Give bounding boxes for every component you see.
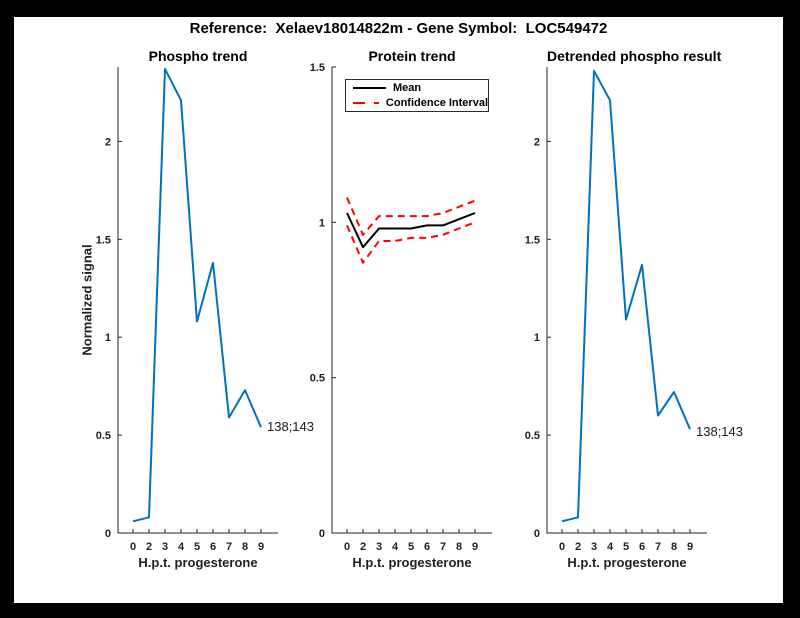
x-tick-label: 3 bbox=[591, 541, 597, 553]
y-tick-label: 1.5 bbox=[96, 234, 111, 246]
y-tick-label: 0 bbox=[319, 528, 325, 540]
x-tick-label: 9 bbox=[687, 541, 693, 553]
x-tick-label: 3 bbox=[376, 541, 382, 553]
y-tick-label: 0 bbox=[534, 528, 540, 540]
subplot-2-title: Protein trend bbox=[368, 48, 456, 64]
y-tick-label: 0 bbox=[105, 528, 111, 540]
x-tick-label: 5 bbox=[623, 541, 629, 553]
series-ci-upper bbox=[346, 197, 476, 236]
mean-line-sample-icon bbox=[353, 87, 386, 89]
y-tick-label: 1 bbox=[534, 332, 540, 344]
x-tick-label: 0 bbox=[559, 541, 565, 553]
series-ci-lower bbox=[346, 221, 476, 264]
legend-entry-confidence-interval: Confidence Interval bbox=[353, 97, 488, 109]
figure-canvas bbox=[14, 17, 783, 603]
y-tick-label: 1.5 bbox=[310, 62, 325, 74]
x-tick-label: 8 bbox=[242, 541, 248, 553]
legend-entry-mean: Mean bbox=[353, 82, 488, 94]
ci-dashed-line-sample-icon bbox=[353, 102, 379, 104]
x-tick-label: 4 bbox=[607, 541, 614, 553]
x-tick-label: 4 bbox=[392, 541, 399, 553]
y-axis-label: Normalized signal bbox=[79, 244, 95, 356]
subplot-1-axes: 00.511.520 2 3 4 5 6 7 8 9 bbox=[96, 67, 278, 553]
subplot-1-endpoint-annotation: 138;143 bbox=[267, 419, 314, 434]
x-tick-label: 6 bbox=[639, 541, 645, 553]
axis-lines bbox=[546, 67, 707, 534]
subplot-3-axes: 00.511.520 2 3 4 5 6 7 8 9 bbox=[525, 67, 707, 553]
x-tick-label: 7 bbox=[440, 541, 446, 553]
x-tick-label: 8 bbox=[671, 541, 677, 553]
x-tick-label: 6 bbox=[210, 541, 216, 553]
x-tick-label: 9 bbox=[258, 541, 264, 553]
series-detrended-phospho-signal bbox=[561, 69, 691, 523]
subplot-2-axes: 00.511.50 2 3 4 5 6 7 8 9 bbox=[310, 62, 492, 553]
subplot-3-x-axis-label: H.p.t. progesterone bbox=[567, 555, 687, 570]
legend-label-confidence-interval: Confidence Interval bbox=[385, 97, 488, 109]
x-tick-label: 4 bbox=[178, 541, 185, 553]
y-tick-label: 2 bbox=[534, 136, 540, 148]
legend-box: Mean Confidence Interval bbox=[345, 79, 489, 112]
x-tick-label: 3 bbox=[162, 541, 168, 553]
x-tick-label: 8 bbox=[456, 541, 462, 553]
x-tick-label: 2 bbox=[360, 541, 366, 553]
y-tick-label: 2 bbox=[105, 136, 111, 148]
y-tick-label: 0.5 bbox=[310, 373, 325, 385]
y-tick-label: 1.5 bbox=[525, 234, 540, 246]
x-tick-label: 2 bbox=[146, 541, 152, 553]
x-tick-label: 9 bbox=[472, 541, 478, 553]
y-tick-label: 0.5 bbox=[96, 430, 111, 442]
x-tick-label: 2 bbox=[575, 541, 581, 553]
subplot-1-title: Phospho trend bbox=[148, 48, 248, 64]
x-tick-label: 0 bbox=[130, 541, 136, 553]
x-tick-label: 7 bbox=[226, 541, 232, 553]
subplot-2-x-axis-label: H.p.t. progesterone bbox=[352, 555, 472, 570]
axis-lines bbox=[331, 67, 492, 534]
legend-label-mean: Mean bbox=[393, 82, 422, 94]
subplot-3-endpoint-annotation: 138;143 bbox=[696, 424, 743, 439]
series-mean bbox=[346, 212, 476, 249]
x-tick-label: 5 bbox=[194, 541, 200, 553]
subplot-3-title: Detrended phospho result bbox=[547, 48, 722, 64]
figure-title: Reference: Xelaev18014822m - Gene Symbol… bbox=[189, 20, 608, 37]
subplot-1-x-axis-label: H.p.t. progesterone bbox=[138, 555, 258, 570]
x-tick-label: 5 bbox=[408, 541, 414, 553]
axis-lines bbox=[117, 67, 278, 534]
x-tick-label: 0 bbox=[344, 541, 350, 553]
x-tick-label: 6 bbox=[424, 541, 430, 553]
y-tick-label: 1 bbox=[105, 332, 111, 344]
y-tick-label: 1 bbox=[319, 217, 325, 229]
x-tick-label: 7 bbox=[655, 541, 661, 553]
series-phospho-signal bbox=[132, 68, 262, 523]
y-tick-label: 0.5 bbox=[525, 430, 540, 442]
